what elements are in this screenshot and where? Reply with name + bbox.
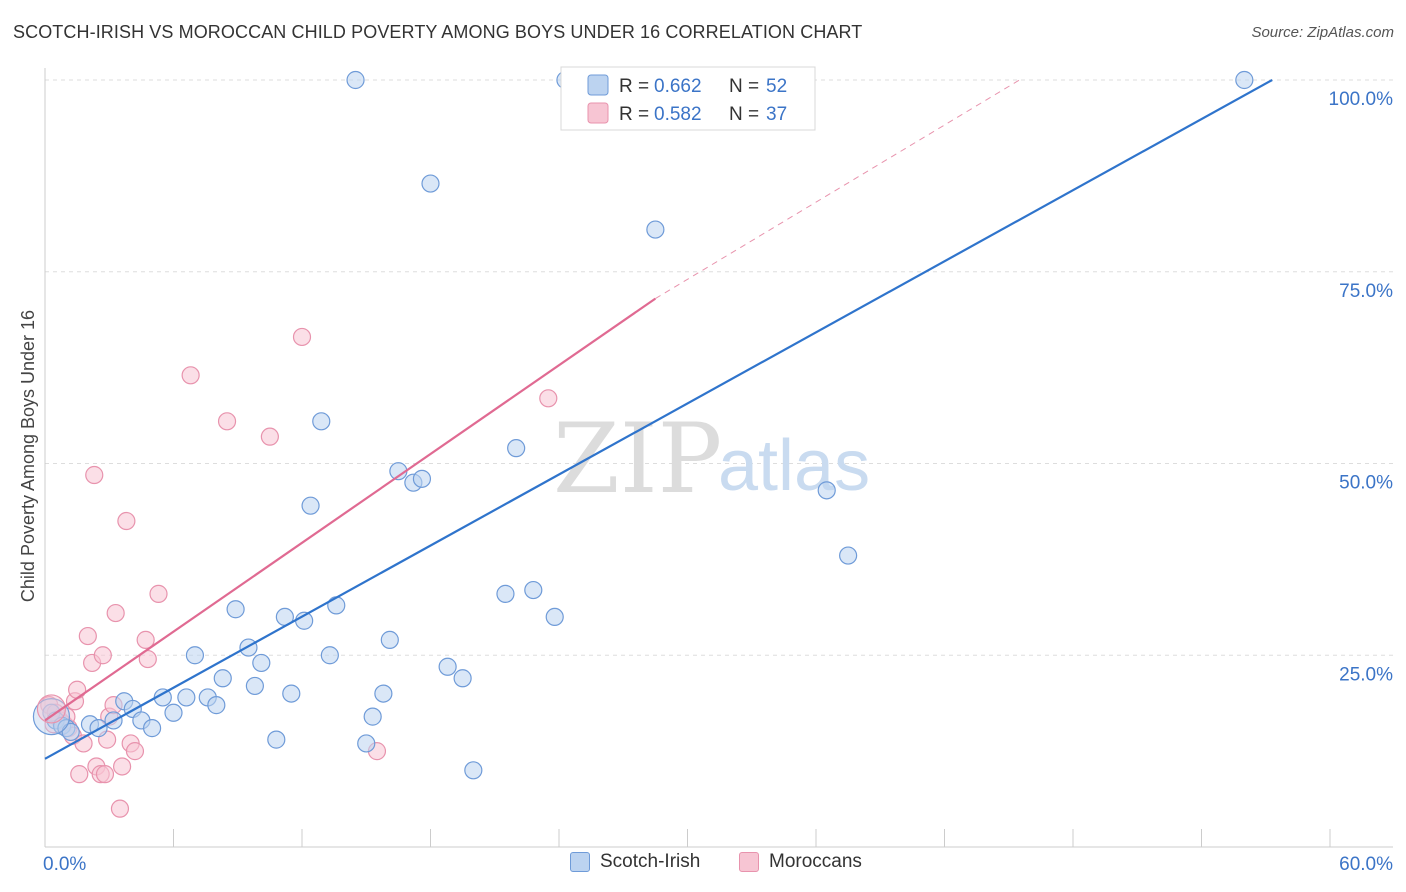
point-moroccans (78, 626, 97, 646)
point-scotch-irish (646, 220, 665, 239)
point-scotch-irish (421, 174, 440, 193)
point-scotch-irish (327, 596, 346, 615)
y-tick-labels: 25.0% 50.0% 75.0% 100.0% (1329, 89, 1394, 685)
point-scotch-irish (453, 669, 472, 688)
trend-line-scotch-irish (44, 79, 1273, 760)
chart-title: SCOTCH-IRISH VS MOROCCAN CHILD POVERTY A… (13, 22, 863, 42)
y-axis-label: Child Poverty Among Boys Under 16 (18, 310, 38, 602)
legend-swatch-scotch-irish (570, 852, 590, 872)
point-scotch-irish (177, 688, 196, 707)
point-moroccans (149, 584, 168, 603)
legend-label-moroccans: Moroccans (769, 851, 862, 872)
watermark-zip: ZIP (553, 403, 722, 515)
legend-swatch-moroccans (739, 852, 759, 872)
x-tick-label: 60.0% (1339, 854, 1393, 875)
trend-line-moroccans (44, 297, 657, 722)
point-scotch-irish (207, 696, 226, 715)
point-moroccans (539, 389, 558, 408)
point-scotch-irish (1235, 70, 1254, 90)
legend-label-scotch-irish: Scotch-Irish (600, 851, 701, 872)
point-moroccans (217, 412, 237, 431)
stats-legend-swatch-scotch-irish (587, 74, 609, 96)
grid-lines (45, 79, 1393, 656)
watermark-atlas: atlas (718, 426, 870, 506)
point-scotch-irish (164, 703, 183, 722)
point-scotch-irish (496, 584, 515, 603)
point-scotch-irish (545, 607, 564, 627)
stats-legend-n-value: 37 (766, 104, 787, 125)
point-scotch-irish (301, 496, 320, 515)
point-scotch-irish (320, 646, 339, 665)
point-moroccans (292, 327, 312, 347)
y-tick-label: 50.0% (1339, 473, 1393, 494)
point-scotch-irish (438, 657, 457, 676)
point-scotch-irish (357, 734, 376, 753)
point-scotch-irish (412, 469, 432, 488)
point-moroccans (85, 465, 104, 485)
point-moroccans (95, 765, 115, 784)
source-label: Source: ZipAtlas.com (1251, 24, 1394, 41)
point-scotch-irish (524, 580, 543, 600)
stats-legend: R = 0.662 N = 52 R = 0.582 N = 37 (560, 66, 816, 131)
stats-legend-r-label: R = (619, 104, 649, 125)
stats-legend-r-label: R = (619, 76, 649, 97)
point-moroccans (136, 630, 155, 650)
point-moroccans (93, 646, 112, 665)
y-tick-label: 75.0% (1339, 281, 1393, 302)
point-scotch-irish (239, 638, 258, 657)
point-moroccans (260, 427, 279, 446)
point-scotch-irish (363, 707, 382, 726)
point-moroccans (68, 680, 87, 699)
point-scotch-irish (213, 669, 232, 688)
stats-legend-swatch-moroccans (587, 102, 609, 124)
point-moroccans (36, 694, 67, 724)
point-scotch-irish (61, 722, 80, 742)
trend-line-extension-moroccans (655, 79, 1020, 300)
point-scotch-irish (142, 719, 162, 738)
point-moroccans (110, 799, 130, 818)
point-moroccans (117, 511, 136, 531)
point-scotch-irish (374, 684, 393, 703)
x-tick-label: 0.0% (43, 854, 86, 875)
point-moroccans (70, 765, 89, 784)
point-scotch-irish (252, 653, 271, 673)
point-scotch-irish (226, 600, 245, 619)
stats-legend-r-value: 0.662 (654, 76, 702, 97)
point-moroccans (125, 742, 145, 761)
point-scotch-irish (312, 412, 331, 431)
point-scotch-irish (185, 646, 205, 665)
point-scotch-irish (464, 761, 483, 780)
trend-lines (44, 79, 1273, 760)
series-legend: Scotch-Irish Moroccans (0, 851, 1406, 879)
watermark: ZIP atlas (553, 403, 870, 515)
point-scotch-irish (380, 630, 399, 650)
point-moroccans (106, 603, 125, 623)
point-scotch-irish (267, 730, 286, 749)
point-scotch-irish (282, 684, 301, 703)
point-scotch-irish (245, 676, 264, 696)
stats-legend-r-value: 0.582 (654, 104, 702, 125)
x-tick-labels: 0.0% 60.0% (43, 854, 1393, 875)
point-scotch-irish (839, 546, 858, 565)
point-moroccans (181, 366, 200, 385)
y-tick-label: 25.0% (1339, 664, 1393, 685)
point-scotch-irish (817, 481, 836, 500)
point-moroccans (112, 757, 132, 776)
point-scotch-irish (346, 70, 365, 90)
legend-item-moroccans[interactable]: Moroccans (739, 851, 862, 873)
stats-legend-n-value: 52 (766, 76, 787, 97)
stats-legend-n-label: N = (729, 76, 759, 97)
stats-legend-n-label: N = (729, 104, 759, 125)
y-tick-label: 100.0% (1329, 89, 1394, 110)
legend-item-scotch-irish[interactable]: Scotch-Irish (570, 851, 700, 873)
point-scotch-irish (507, 439, 526, 458)
